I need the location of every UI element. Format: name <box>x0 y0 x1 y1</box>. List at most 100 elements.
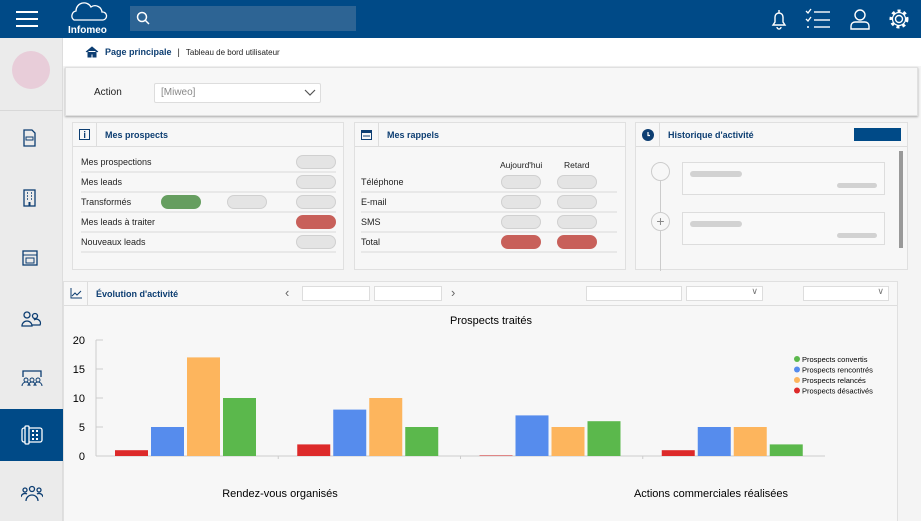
date-end-input[interactable] <box>374 286 442 301</box>
rappel-row[interactable]: E-mail <box>361 193 617 213</box>
sidebar-item-building[interactable] <box>0 173 63 225</box>
sidebar <box>0 38 63 521</box>
sidebar-item-contacts[interactable] <box>0 293 63 345</box>
logo-text: Infomeo <box>68 25 107 36</box>
row-label: Mes leads à traiter <box>81 217 156 227</box>
home-icon[interactable] <box>85 46 99 58</box>
rappel-row[interactable]: Total <box>361 233 617 253</box>
bar-prospects-convertis[interactable] <box>769 444 803 456</box>
bar-prospects-désactivés[interactable] <box>661 450 695 456</box>
late-pill[interactable] <box>557 175 597 189</box>
date-start-input[interactable] <box>302 286 370 301</box>
filter-select-2[interactable]: ∨ <box>803 286 889 301</box>
sidebar-item-document[interactable] <box>0 113 63 165</box>
y-tick-label: 20 <box>73 335 85 347</box>
sidebar-item-phone[interactable] <box>0 409 63 461</box>
prospect-row[interactable]: Mes prospections <box>81 153 336 173</box>
historique-panel: Historique d'activité + <box>635 122 908 271</box>
clock-icon <box>641 128 654 141</box>
rappel-row[interactable]: Téléphone <box>361 173 617 193</box>
sidebar-item-meeting[interactable] <box>0 353 63 405</box>
bar-prospects-relancés[interactable] <box>369 398 403 456</box>
historique-button[interactable] <box>854 128 901 141</box>
bar-prospects-rencontrés[interactable] <box>697 427 731 456</box>
filter-input[interactable] <box>586 286 682 301</box>
bar-chart: Prospects traités 0 5 10 15 20 Rendez-vous org… <box>73 315 873 500</box>
cloud-icon <box>71 2 108 21</box>
value-pill[interactable] <box>296 215 336 229</box>
col-retard: Retard <box>564 160 590 170</box>
timeline-item[interactable] <box>682 162 885 195</box>
legend-entry[interactable]: Prospects relancés <box>802 376 866 385</box>
y-tick-label: 0 <box>79 451 85 463</box>
today-pill[interactable] <box>501 175 541 189</box>
timeline-item[interactable] <box>682 212 885 245</box>
value-pill[interactable] <box>296 175 336 189</box>
bar-prospects-rencontrés[interactable] <box>333 409 367 456</box>
search-input[interactable] <box>130 6 356 31</box>
chevron-down-icon <box>304 89 316 96</box>
phone-icon <box>20 425 43 445</box>
value-pill[interactable] <box>161 195 201 209</box>
late-pill[interactable] <box>557 215 597 229</box>
bar-prospects-relancés[interactable] <box>187 357 220 456</box>
bar-prospects-désactivés[interactable] <box>479 455 513 456</box>
breadcrumb-home[interactable]: Page principale <box>105 47 172 57</box>
checklist-icon[interactable] <box>805 7 830 31</box>
value-pill[interactable] <box>296 195 336 209</box>
today-pill[interactable] <box>501 235 541 249</box>
legend-marker <box>794 387 800 394</box>
prospects-panel: Mes prospects Mes prospections Mes leads T… <box>72 122 344 270</box>
sidebar-item-calendar[interactable] <box>0 233 63 285</box>
rappel-row[interactable]: SMS <box>361 213 617 233</box>
late-pill[interactable] <box>557 195 597 209</box>
prospect-row[interactable]: Transformés <box>81 193 336 213</box>
row-label: Total <box>361 237 381 247</box>
evolution-title: Évolution d'activité <box>96 288 179 299</box>
late-pill[interactable] <box>557 235 597 249</box>
bar-prospects-convertis[interactable] <box>223 398 256 456</box>
bar-prospects-convertis[interactable] <box>587 421 621 456</box>
legend-entry[interactable]: Prospects rencontrés <box>802 366 873 375</box>
prospect-row[interactable]: Mes leads <box>81 173 336 193</box>
filter-select-1[interactable]: ∨ <box>686 286 763 301</box>
chart-title: Prospects traités <box>450 315 532 327</box>
next-arrow-icon[interactable]: › <box>451 285 456 300</box>
bar-prospects-convertis[interactable] <box>405 427 439 456</box>
rappels-panel: Mes rappels Aujourd'hui Retard Téléphone… <box>354 122 626 270</box>
row-label: Téléphone <box>361 177 404 187</box>
menu-icon[interactable] <box>16 10 38 33</box>
prospect-row[interactable]: Nouveaux leads <box>81 233 336 253</box>
value-pill[interactable] <box>227 195 267 209</box>
user-icon[interactable] <box>848 7 872 31</box>
bar-prospects-rencontrés[interactable] <box>151 427 184 456</box>
legend-entry[interactable]: Prospects désactivés <box>802 387 873 396</box>
bar-prospects-relancés[interactable] <box>551 427 585 456</box>
gear-icon[interactable] <box>887 7 911 31</box>
bar-prospects-rencontrés[interactable] <box>515 415 549 456</box>
legend-marker <box>794 356 800 362</box>
today-pill[interactable] <box>501 215 541 229</box>
value-pill[interactable] <box>296 155 336 169</box>
prospect-row[interactable]: Mes leads à traiter <box>81 213 336 233</box>
avatar[interactable] <box>12 51 50 89</box>
logo[interactable]: Infomeo <box>68 2 110 36</box>
bar-prospects-désactivés[interactable] <box>297 444 331 456</box>
scrollbar[interactable] <box>899 151 903 248</box>
category-label: Actions commerciales réalisées <box>634 488 789 500</box>
action-select[interactable]: [Miweo] <box>154 83 321 103</box>
today-pill[interactable] <box>501 195 541 209</box>
bar-prospects-désactivés[interactable] <box>115 450 148 456</box>
bell-icon[interactable] <box>767 7 791 31</box>
legend-entry[interactable]: Prospects convertis <box>802 355 868 364</box>
chevron-down-icon: ∨ <box>877 286 884 296</box>
bar-prospects-relancés[interactable] <box>733 427 767 456</box>
calendar-add-icon[interactable] <box>651 162 670 181</box>
category-label: Rendez-vous organisés <box>222 488 338 500</box>
plus-icon[interactable]: + <box>651 212 670 231</box>
chart-icon <box>70 288 82 299</box>
row-label: Mes leads <box>81 177 123 187</box>
sidebar-item-group[interactable] <box>0 468 63 520</box>
prev-arrow-icon[interactable]: ‹ <box>285 285 290 300</box>
value-pill[interactable] <box>296 235 336 249</box>
